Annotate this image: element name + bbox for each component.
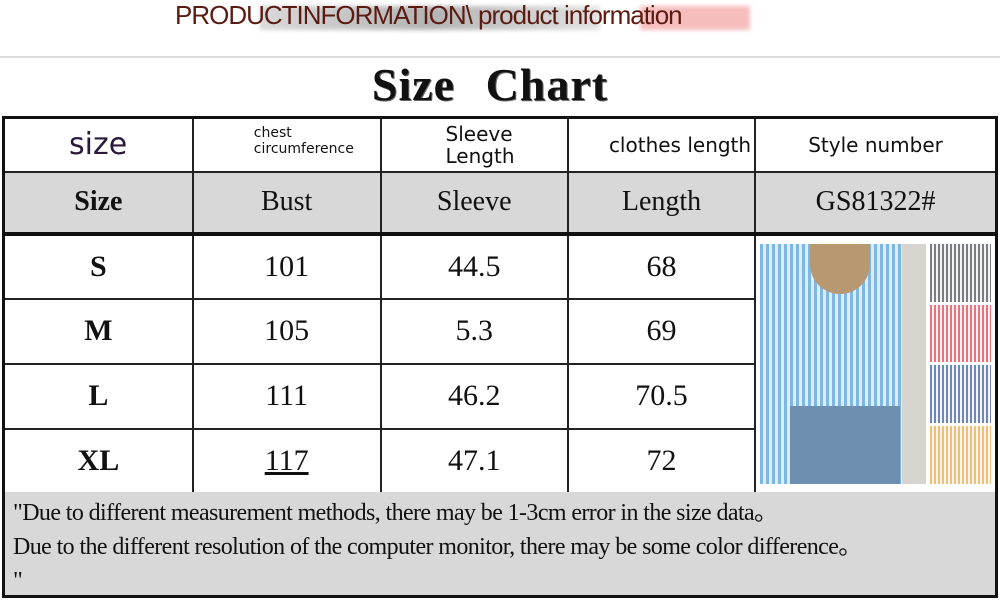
size-cell: M: [2, 297, 194, 365]
label-size: Size: [2, 170, 194, 236]
color-thumbnail-pink: [930, 304, 991, 363]
size-chart-table: size chest circumference Sleeve Length c…: [2, 116, 998, 495]
sleeve-cell: 46.2: [379, 362, 569, 430]
banner-background-image: [260, 6, 600, 30]
banner-title: PRODUCTINFORMATION\ product information: [175, 0, 683, 30]
header-style-number: Style number: [754, 116, 998, 173]
note-line: ": [13, 568, 23, 594]
bust-cell: 117: [191, 427, 382, 495]
table-row: L 111 46.2 70.5: [2, 362, 997, 430]
color-thumbnail-gray: [930, 243, 991, 302]
length-cell: 70.5: [566, 362, 757, 430]
divider: [0, 56, 1000, 58]
sleeve-cell: 5.3: [379, 297, 569, 365]
label-length: Length: [566, 170, 757, 236]
header-chest: chest circumference: [191, 116, 382, 173]
label-bust: Bust: [191, 170, 382, 236]
bust-cell: 105: [191, 297, 382, 365]
table-row: XL 117 47.1 72: [2, 427, 997, 495]
page-title: Size Chart: [371, 59, 609, 110]
label-sleeve: Sleeve: [379, 170, 569, 236]
note-line: "Due to different measurement methods, t…: [13, 500, 778, 526]
bust-cell: 111: [191, 362, 382, 430]
header-row: size chest circumference Sleeve Length c…: [2, 116, 998, 173]
main-product-image: [760, 243, 927, 484]
disclaimer-notes: "Due to different measurement methods, t…: [2, 492, 998, 598]
size-cell: L: [2, 362, 194, 430]
table-row: S 101 44.5 68: [2, 232, 998, 495]
color-thumbnail-blue: [930, 365, 991, 423]
length-cell: 72: [566, 427, 757, 495]
length-cell: 68: [566, 232, 757, 300]
style-number: GS81322#: [754, 170, 998, 236]
label-row: Size Bust Sleeve Length GS81322#: [2, 170, 998, 236]
sleeve-cell: 44.5: [379, 232, 569, 300]
size-cell: XL: [2, 427, 194, 495]
bust-cell: 101: [191, 232, 382, 300]
size-cell: S: [2, 232, 194, 300]
note-line: Due to the different resolution of the c…: [13, 534, 862, 560]
length-cell: 69: [566, 297, 757, 365]
header-sleeve: Sleeve Length: [379, 116, 569, 173]
header-clothes-length: clothes length: [566, 116, 757, 173]
sleeve-cell: 47.1: [379, 427, 569, 495]
product-photo: [760, 243, 991, 484]
table-row: M 105 5.3 69: [2, 297, 997, 365]
color-thumbnail-yellow: [930, 426, 991, 484]
product-information-banner: PRODUCTINFORMATION\ product information: [0, 0, 1000, 56]
product-photo-cell: [754, 232, 998, 495]
header-size: size: [2, 116, 194, 173]
banner-background-image: [640, 6, 750, 30]
